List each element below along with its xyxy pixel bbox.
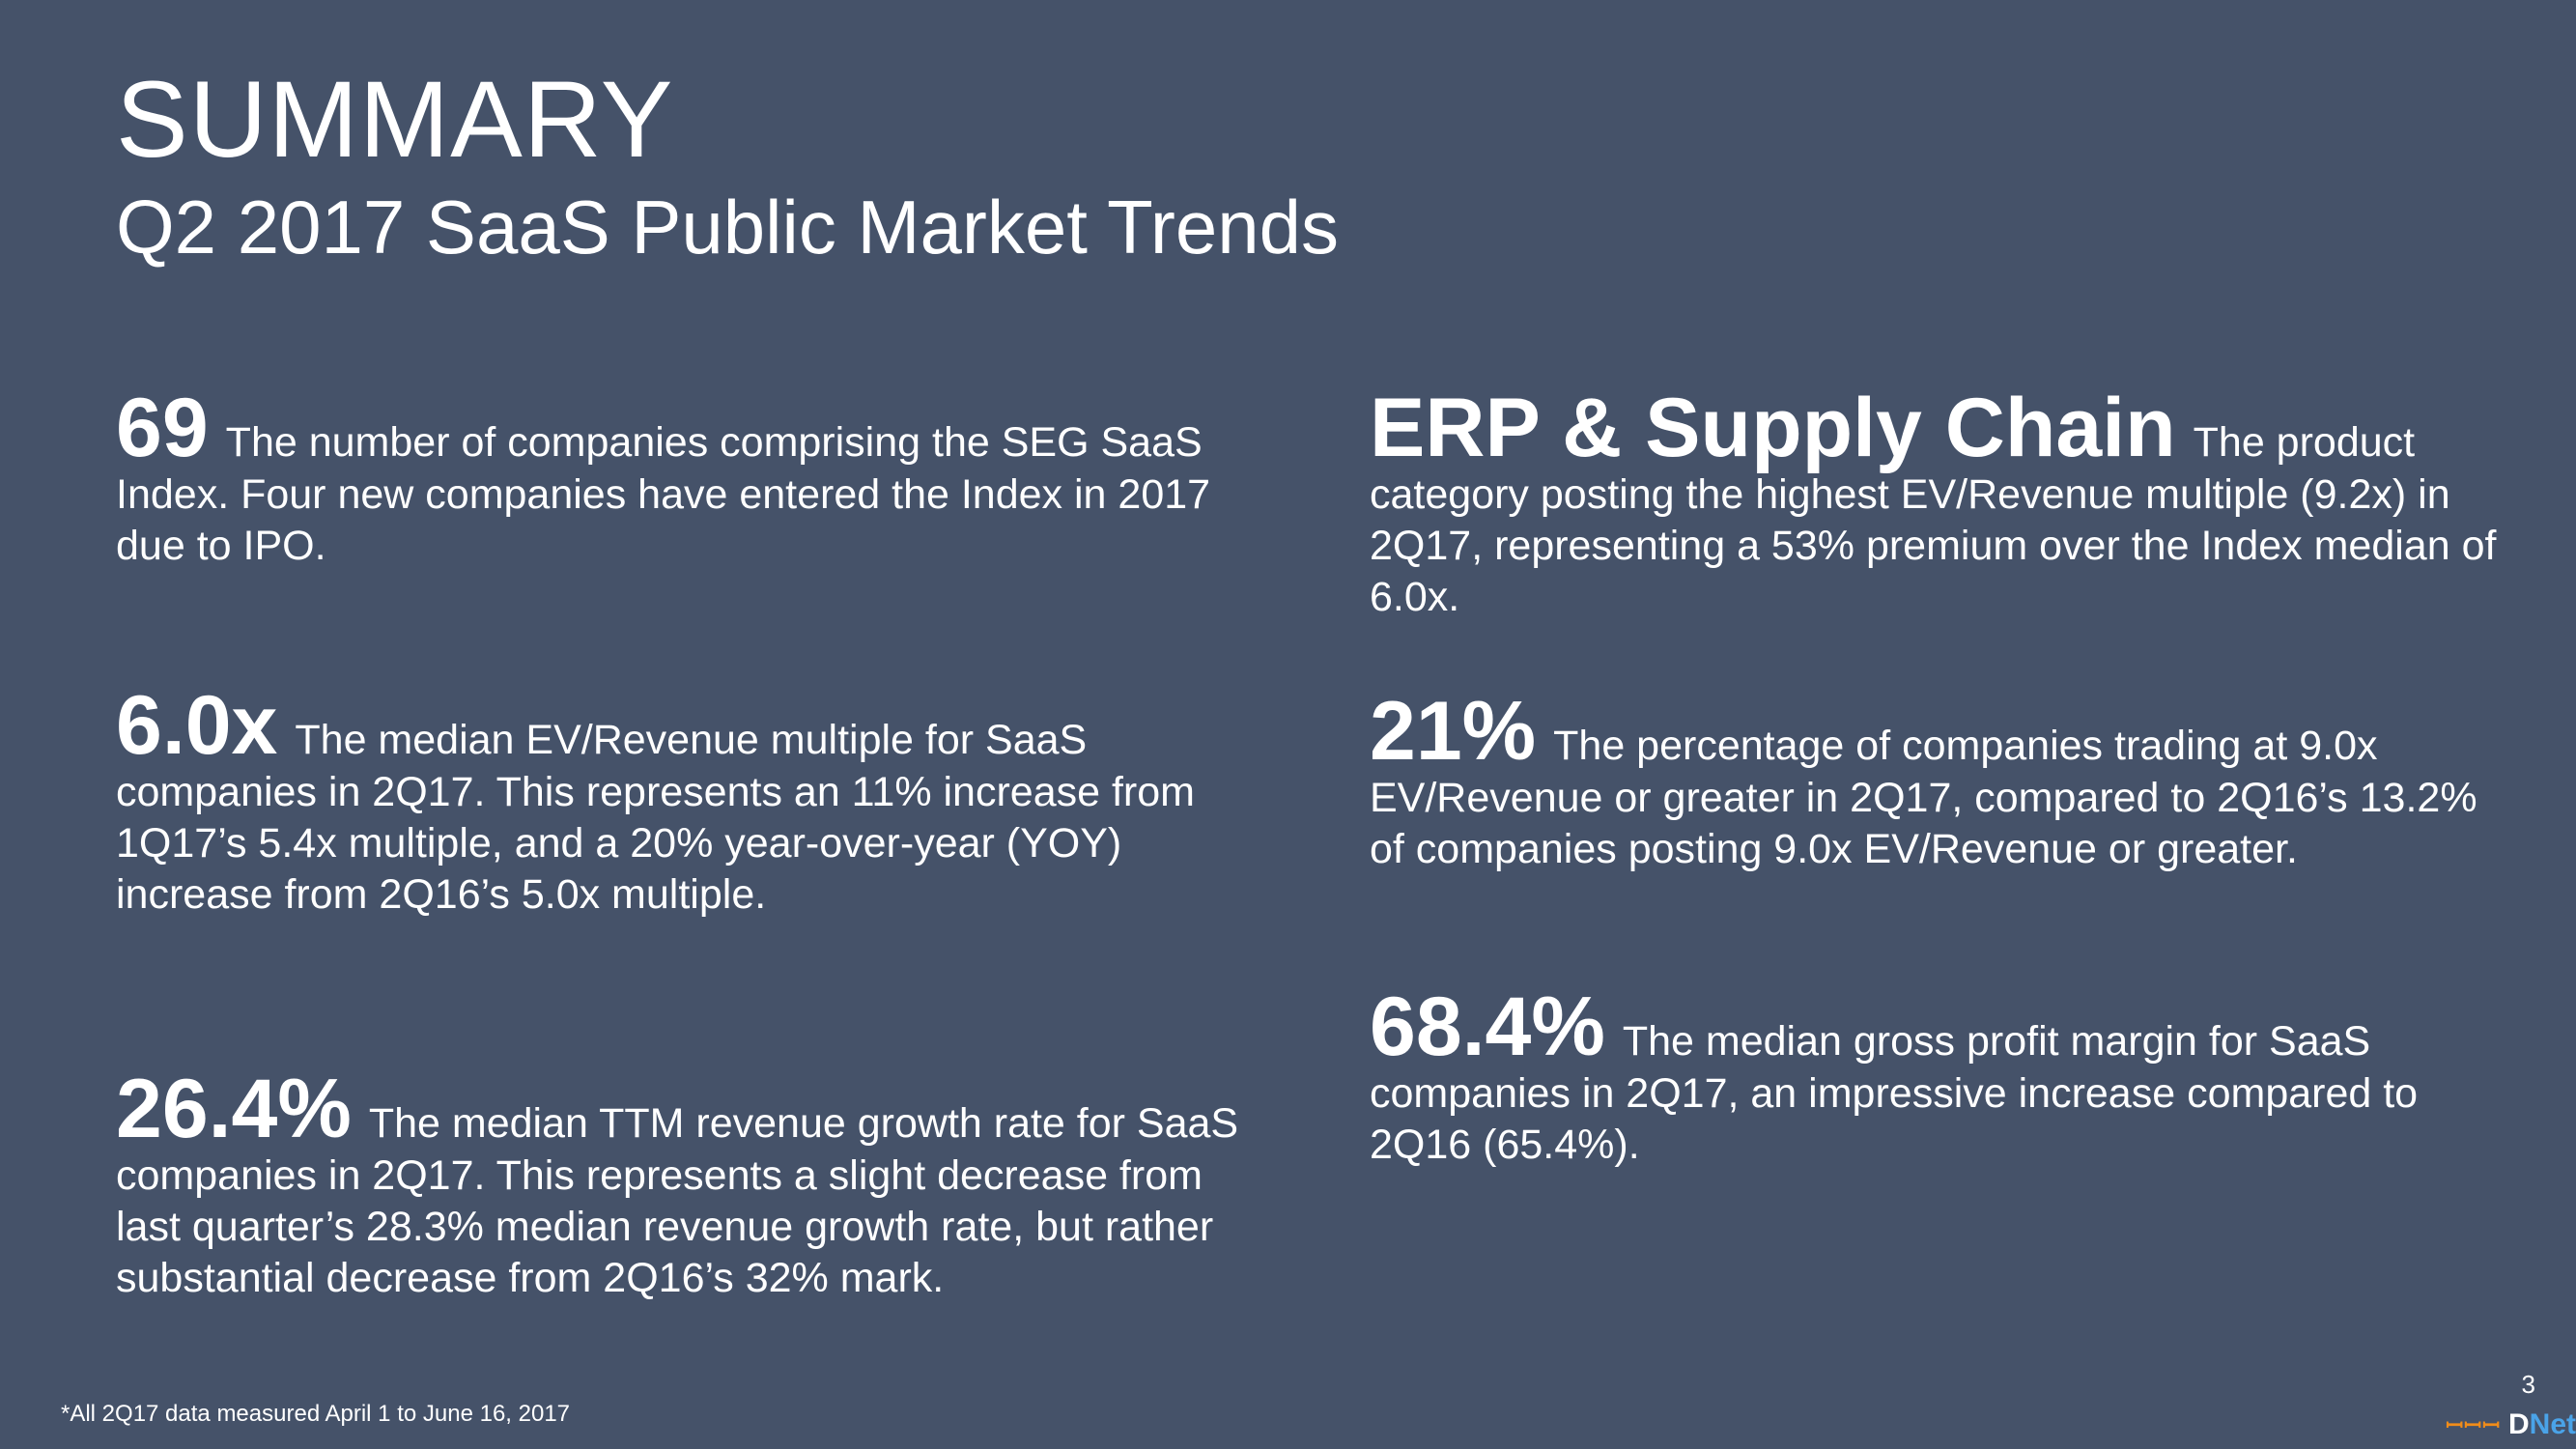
footnote: *All 2Q17 data measured April 1 to June … bbox=[61, 1401, 571, 1427]
stat-value: ERP & Supply Chain bbox=[1370, 382, 2176, 474]
logo-main-text: Net bbox=[2529, 1408, 2576, 1440]
logo-prefix: ꟷ⁠ꟷ⁠ꟷ bbox=[2446, 1413, 2501, 1437]
page-number: 3 bbox=[2521, 1370, 2535, 1399]
logo-text: DNet bbox=[2508, 1408, 2576, 1441]
slide-subtitle: Q2 2017 SaaS Public Market Trends bbox=[116, 185, 1340, 270]
stat-value: 21% bbox=[1370, 685, 1537, 778]
stat-companies-count: 69 The number of companies comprising the… bbox=[116, 386, 1275, 572]
stat-percentage-high-multiple: 21% The percentage of companies trading a… bbox=[1370, 690, 2500, 875]
slide-title: SUMMARY bbox=[116, 59, 674, 180]
stat-description: The percentage of companies trading at 9… bbox=[1370, 723, 2477, 872]
stat-description: The median TTM revenue growth rate for S… bbox=[116, 1100, 1239, 1301]
logo-mark: D bbox=[2507, 1408, 2530, 1440]
stat-value: 6.0x bbox=[116, 679, 278, 772]
watermark-logo: ꟷ⁠ꟷ⁠ꟷ DNet bbox=[2446, 1406, 2576, 1444]
stat-revenue-growth: 26.4% The median TTM revenue growth rate … bbox=[116, 1067, 1275, 1304]
stat-description: The number of companies comprising the S… bbox=[116, 419, 1211, 569]
stat-value: 69 bbox=[116, 382, 209, 474]
stat-description: The median EV/Revenue multiple for SaaS … bbox=[116, 717, 1195, 918]
stat-median-multiple: 6.0x The median EV/Revenue multiple for S… bbox=[116, 684, 1275, 921]
stat-value: 26.4% bbox=[116, 1063, 352, 1155]
stat-top-category: ERP & Supply Chain The product category p… bbox=[1370, 386, 2500, 623]
stat-description: The product category posting the highest… bbox=[1370, 419, 2497, 620]
stat-description: The median gross profit margin for SaaS … bbox=[1370, 1018, 2419, 1168]
stat-value: 68.4% bbox=[1370, 980, 1605, 1073]
stat-gross-margin: 68.4% The median gross profit margin for … bbox=[1370, 985, 2500, 1171]
